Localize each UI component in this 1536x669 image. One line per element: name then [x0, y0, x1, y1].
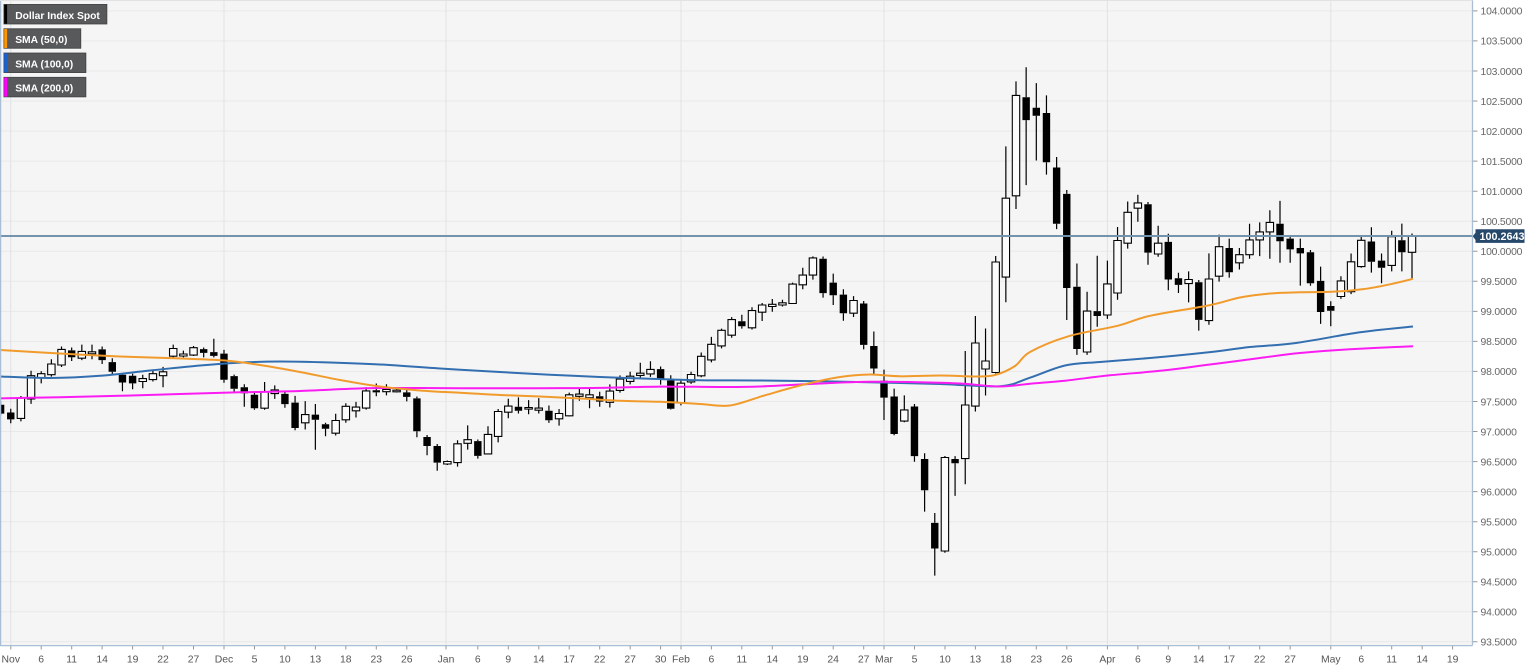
svg-text:99.5000: 99.5000	[1481, 277, 1518, 288]
svg-text:27: 27	[1284, 655, 1296, 666]
svg-text:SMA (100,0): SMA (100,0)	[15, 59, 73, 70]
svg-text:98.5000: 98.5000	[1481, 337, 1518, 348]
svg-text:14: 14	[533, 655, 545, 666]
svg-text:23: 23	[371, 655, 383, 666]
svg-text:17: 17	[563, 655, 575, 666]
svg-text:SMA (50,0): SMA (50,0)	[15, 35, 67, 46]
svg-text:95.0000: 95.0000	[1481, 548, 1518, 559]
svg-text:99.0000: 99.0000	[1481, 307, 1518, 318]
svg-text:6: 6	[475, 655, 481, 666]
svg-text:27: 27	[188, 655, 200, 666]
svg-text:100.0000: 100.0000	[1481, 247, 1523, 258]
svg-text:13: 13	[970, 655, 982, 666]
svg-text:10: 10	[279, 655, 291, 666]
svg-text:Nov: Nov	[2, 655, 21, 666]
svg-text:100.2643: 100.2643	[1480, 231, 1525, 243]
svg-text:94.0000: 94.0000	[1481, 608, 1518, 619]
svg-text:SMA (200,0): SMA (200,0)	[15, 84, 73, 95]
svg-text:22: 22	[594, 655, 606, 666]
svg-text:14: 14	[1416, 655, 1428, 666]
svg-text:22: 22	[1254, 655, 1266, 666]
svg-text:97.0000: 97.0000	[1481, 427, 1518, 438]
svg-text:94.5000: 94.5000	[1481, 578, 1518, 589]
svg-text:98.0000: 98.0000	[1481, 367, 1518, 378]
svg-text:13: 13	[310, 655, 322, 666]
svg-text:24: 24	[827, 655, 839, 666]
svg-text:22: 22	[157, 655, 169, 666]
svg-text:27: 27	[624, 655, 636, 666]
svg-text:Dollar Index Spot: Dollar Index Spot	[15, 11, 100, 22]
svg-text:17: 17	[1224, 655, 1236, 666]
svg-text:Feb: Feb	[672, 655, 690, 666]
svg-text:18: 18	[340, 655, 352, 666]
svg-text:5: 5	[912, 655, 918, 666]
svg-text:9: 9	[505, 655, 511, 666]
svg-text:6: 6	[1135, 655, 1141, 666]
svg-text:26: 26	[401, 655, 413, 666]
svg-text:6: 6	[1358, 655, 1364, 666]
svg-text:9: 9	[1165, 655, 1171, 666]
svg-text:30: 30	[655, 655, 667, 666]
svg-text:102.0000: 102.0000	[1481, 127, 1523, 138]
svg-text:96.0000: 96.0000	[1481, 487, 1518, 498]
svg-text:19: 19	[797, 655, 809, 666]
svg-text:11: 11	[1386, 655, 1397, 666]
svg-text:100.5000: 100.5000	[1481, 217, 1523, 228]
svg-text:Mar: Mar	[875, 655, 893, 666]
svg-text:104.0000: 104.0000	[1481, 7, 1523, 18]
svg-text:11: 11	[66, 655, 77, 666]
svg-text:Dec: Dec	[215, 655, 233, 666]
svg-text:95.5000: 95.5000	[1481, 518, 1518, 529]
svg-text:10: 10	[939, 655, 951, 666]
svg-text:6: 6	[709, 655, 715, 666]
svg-text:102.5000: 102.5000	[1481, 97, 1523, 108]
svg-text:97.5000: 97.5000	[1481, 397, 1518, 408]
svg-text:May: May	[1321, 655, 1341, 666]
svg-text:14: 14	[767, 655, 779, 666]
svg-text:26: 26	[1061, 655, 1073, 666]
svg-text:19: 19	[127, 655, 139, 666]
svg-text:14: 14	[96, 655, 108, 666]
svg-text:6: 6	[38, 655, 44, 666]
svg-text:93.5000: 93.5000	[1481, 638, 1518, 649]
svg-text:101.5000: 101.5000	[1481, 157, 1523, 168]
svg-text:23: 23	[1031, 655, 1043, 666]
svg-text:96.5000: 96.5000	[1481, 457, 1518, 468]
svg-text:27: 27	[858, 655, 870, 666]
svg-text:Apr: Apr	[1099, 655, 1116, 666]
svg-text:19: 19	[1447, 655, 1459, 666]
svg-text:103.0000: 103.0000	[1481, 67, 1523, 78]
svg-text:Jan: Jan	[438, 655, 455, 666]
svg-text:101.0000: 101.0000	[1481, 187, 1523, 198]
svg-text:14: 14	[1193, 655, 1205, 666]
svg-text:103.5000: 103.5000	[1481, 37, 1523, 48]
svg-text:11: 11	[736, 655, 747, 666]
svg-text:18: 18	[1000, 655, 1012, 666]
svg-text:5: 5	[252, 655, 258, 666]
